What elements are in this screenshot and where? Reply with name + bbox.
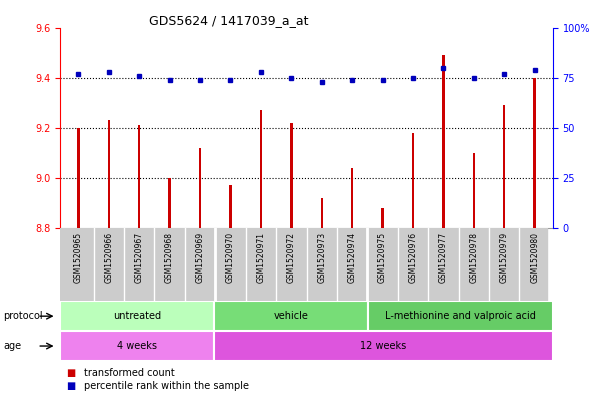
Text: GSM1520970: GSM1520970: [226, 231, 235, 283]
Text: GSM1520969: GSM1520969: [195, 231, 204, 283]
Bar: [77, 128, 79, 228]
Text: transformed count: transformed count: [84, 367, 175, 378]
Bar: [260, 110, 262, 228]
Text: 4 weeks: 4 weeks: [117, 341, 157, 351]
Bar: [503, 105, 505, 228]
Bar: [168, 178, 171, 228]
Bar: [60, 331, 214, 361]
Text: percentile rank within the sample: percentile rank within the sample: [84, 381, 249, 391]
Text: GSM1520965: GSM1520965: [74, 231, 83, 283]
Text: ■: ■: [66, 381, 75, 391]
Bar: [108, 120, 110, 228]
Bar: [229, 185, 231, 228]
Bar: [214, 331, 553, 361]
Bar: [368, 301, 553, 331]
Bar: [382, 208, 384, 228]
Text: 12 weeks: 12 weeks: [361, 341, 407, 351]
Bar: [320, 198, 323, 228]
Text: ■: ■: [66, 367, 75, 378]
Bar: [60, 301, 214, 331]
Text: GSM1520978: GSM1520978: [469, 231, 478, 283]
Text: GSM1520980: GSM1520980: [530, 231, 539, 283]
Text: GSM1520966: GSM1520966: [105, 231, 113, 283]
Text: GSM1520975: GSM1520975: [378, 231, 387, 283]
Bar: [199, 148, 201, 228]
Text: untreated: untreated: [113, 311, 161, 321]
Text: GSM1520976: GSM1520976: [409, 231, 418, 283]
Text: GSM1520979: GSM1520979: [500, 231, 508, 283]
Bar: [472, 153, 475, 228]
Text: vehicle: vehicle: [273, 311, 308, 321]
Text: GSM1520971: GSM1520971: [257, 231, 266, 283]
Bar: [442, 55, 445, 228]
Bar: [412, 133, 414, 228]
Text: protocol: protocol: [3, 311, 43, 321]
Bar: [534, 77, 536, 228]
Bar: [138, 125, 141, 228]
Text: L-methionine and valproic acid: L-methionine and valproic acid: [385, 311, 536, 321]
Text: GSM1520974: GSM1520974: [347, 231, 356, 283]
Bar: [290, 123, 293, 228]
Text: GSM1520972: GSM1520972: [287, 231, 296, 283]
Bar: [351, 168, 353, 228]
Text: GDS5624 / 1417039_a_at: GDS5624 / 1417039_a_at: [148, 14, 308, 27]
Text: GSM1520977: GSM1520977: [439, 231, 448, 283]
Text: GSM1520967: GSM1520967: [135, 231, 144, 283]
Bar: [214, 301, 368, 331]
Text: GSM1520973: GSM1520973: [317, 231, 326, 283]
Text: GSM1520968: GSM1520968: [165, 231, 174, 283]
Text: age: age: [3, 341, 21, 351]
